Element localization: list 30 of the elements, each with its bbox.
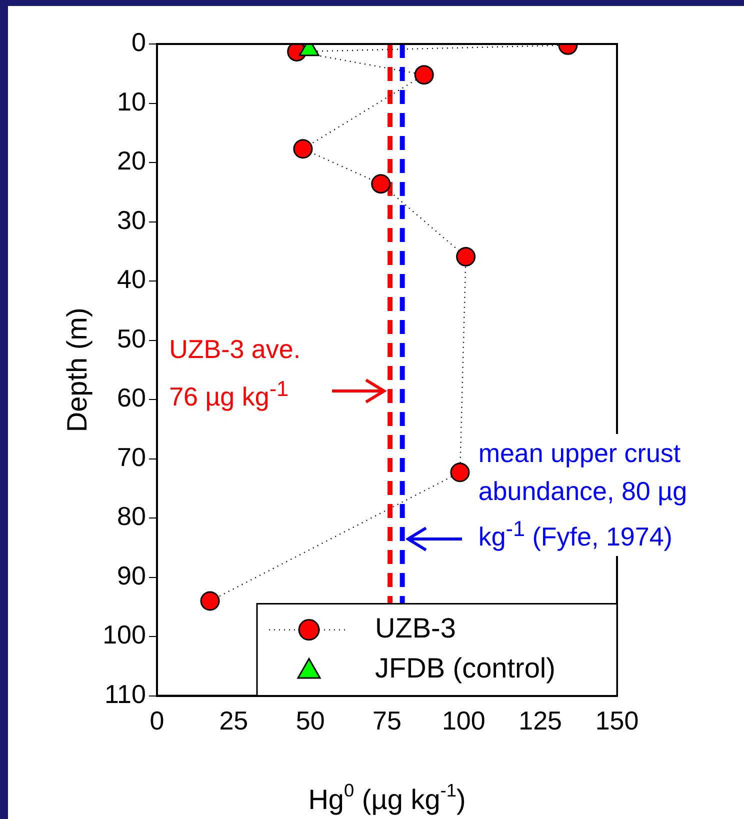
- legend-label: JFDB (control): [375, 652, 556, 684]
- x-tick-label: 75: [372, 706, 402, 736]
- point: [414, 65, 434, 85]
- y-tick-label: 90: [117, 560, 146, 590]
- y-tick-label: 110: [104, 678, 146, 709]
- point: [456, 246, 476, 266]
- x-tick-label: 50: [296, 706, 325, 736]
- point: [293, 139, 313, 159]
- x-tick-label: 25: [219, 706, 248, 736]
- y-tick-label: 50: [117, 323, 146, 354]
- y-tick-label: 20: [117, 146, 146, 176]
- x-tick-label: 0: [150, 706, 164, 736]
- x-tick-label: 150: [595, 706, 639, 736]
- point: [450, 462, 470, 482]
- y-tick-label: 10: [117, 86, 146, 116]
- y-tick-label: 30: [117, 204, 146, 235]
- y-axis-title: Depth (m): [62, 308, 93, 432]
- y-tick-label: 60: [117, 382, 146, 413]
- ref-line-label: UZB-3 ave. 76 µg kg$^{-1}$: [169, 332, 302, 414]
- x-tick-label: 100: [442, 706, 486, 736]
- point: [371, 174, 391, 194]
- x-tick-label: 125: [518, 706, 562, 736]
- y-tick-label: 80: [117, 501, 146, 532]
- y-tick-label: 70: [117, 442, 146, 472]
- legend-label: UZB-3: [375, 612, 456, 644]
- y-tick-label: 40: [117, 264, 146, 294]
- y-tick-label: 100: [102, 620, 146, 650]
- point: [200, 591, 220, 611]
- ref-line-label: mean upper crust abundance, 80 µg kg$^{-1}$ (Fyfe, 1974): [478, 434, 694, 556]
- y-tick-label: 0: [132, 27, 146, 58]
